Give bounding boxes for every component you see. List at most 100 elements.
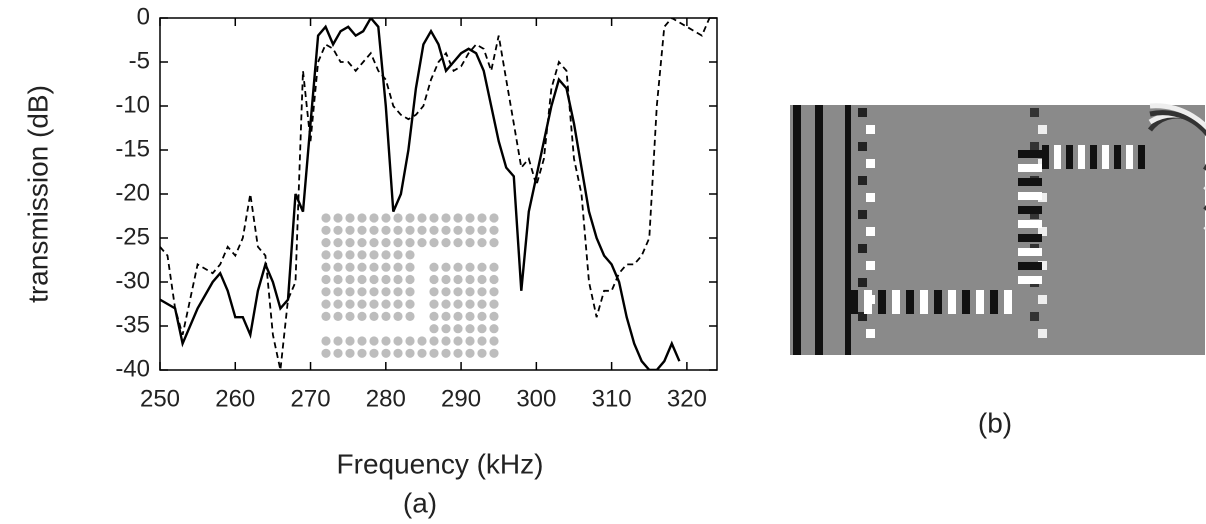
guided-wave xyxy=(1054,145,1061,169)
guided-wave xyxy=(1018,276,1042,284)
lattice-cell xyxy=(866,159,875,168)
lattice-cell xyxy=(1030,312,1039,321)
inset-dot xyxy=(393,238,403,248)
guided-wave xyxy=(976,290,984,314)
x-tick-label: 280 xyxy=(366,385,406,412)
inset-dot xyxy=(477,262,487,272)
inset-dot xyxy=(465,213,475,223)
inset-dot xyxy=(453,324,463,334)
inset-dot xyxy=(465,274,475,285)
inset-dot xyxy=(357,238,367,248)
inset-dot xyxy=(345,311,355,321)
x-axis-label: Frequency (kHz) xyxy=(337,448,544,479)
y-tick-label: -30 xyxy=(115,267,150,294)
inset-dot xyxy=(393,250,403,260)
inset-dot xyxy=(441,262,451,272)
inset-dot xyxy=(441,324,451,334)
inset-dot xyxy=(357,311,367,321)
inset-dot xyxy=(441,348,451,358)
inset-dot xyxy=(405,336,415,346)
inset-dot xyxy=(477,238,487,248)
guided-wave xyxy=(878,290,886,314)
lattice-cell xyxy=(866,125,875,134)
lattice-cell xyxy=(1038,227,1047,236)
inset-dot xyxy=(429,213,439,223)
inset-dot xyxy=(357,274,367,285)
guided-wave xyxy=(1018,220,1042,228)
lattice-cell xyxy=(1038,295,1047,304)
panel-label: (a) xyxy=(403,487,437,518)
inset-dot xyxy=(441,311,451,321)
inset-dot xyxy=(417,238,427,248)
inset-dot xyxy=(345,262,355,272)
inset-dot xyxy=(333,225,343,235)
inset-dot xyxy=(345,250,355,260)
inset-dot xyxy=(405,348,415,358)
lattice-cell xyxy=(866,261,875,270)
inset-dot xyxy=(345,225,355,235)
guided-wave xyxy=(1018,164,1042,172)
lattice-cell xyxy=(866,227,875,236)
inset-dot xyxy=(345,287,355,297)
inset-dot xyxy=(417,336,427,346)
inset-dot xyxy=(333,213,343,223)
inset-dot xyxy=(441,225,451,235)
inset-dot xyxy=(369,225,379,235)
inset-dot xyxy=(429,324,439,334)
image-background xyxy=(790,105,1205,355)
inset-dot xyxy=(321,287,331,297)
inset-dot xyxy=(405,225,415,235)
inset-dot xyxy=(393,213,403,223)
inset-dot xyxy=(453,299,463,309)
inset-dot xyxy=(465,238,475,248)
inset-dot xyxy=(465,311,475,321)
inset-dot xyxy=(477,336,487,346)
inset-dot xyxy=(429,274,439,285)
guided-wave xyxy=(934,290,942,314)
inset-dot xyxy=(429,336,439,346)
guided-wave xyxy=(948,290,956,314)
inset-dot xyxy=(453,311,463,321)
inset-dot xyxy=(357,348,367,358)
inset-dot xyxy=(381,311,391,321)
inset-dot xyxy=(333,262,343,272)
inset-dot xyxy=(321,336,331,346)
lattice-cell xyxy=(1038,193,1047,202)
inset-dot xyxy=(477,299,487,309)
y-tick-label: -5 xyxy=(129,47,150,74)
inset-dot xyxy=(369,250,379,260)
lattice-cell xyxy=(858,312,867,321)
inset-dot xyxy=(321,274,331,285)
inset-dot xyxy=(477,225,487,235)
inset-dot xyxy=(321,213,331,223)
inset-dot xyxy=(369,213,379,223)
inset-dot xyxy=(345,238,355,248)
inset-dot xyxy=(345,348,355,358)
inset-dot xyxy=(369,336,379,346)
guided-wave xyxy=(1042,145,1049,169)
x-tick-label: 310 xyxy=(592,385,632,412)
inset-dot xyxy=(357,250,367,260)
inset-dot xyxy=(381,213,391,223)
inset-dot xyxy=(393,225,403,235)
inset-dot xyxy=(417,348,427,358)
inset-dot xyxy=(441,238,451,248)
panel-label: (b) xyxy=(978,407,1012,438)
inset-dot xyxy=(489,262,499,272)
exit-wave xyxy=(1149,103,1206,232)
lattice-cell xyxy=(1030,142,1039,151)
y-tick-label: -15 xyxy=(115,135,150,162)
inset-dot xyxy=(489,324,499,334)
x-tick-label: 250 xyxy=(140,385,180,412)
inset-dot xyxy=(369,274,379,285)
inset-dot xyxy=(489,311,499,321)
inset-dot xyxy=(357,213,367,223)
inset-dot xyxy=(453,225,463,235)
guided-wave xyxy=(1018,234,1042,242)
inset-dot xyxy=(465,324,475,334)
inset-dot xyxy=(333,238,343,248)
guided-wave xyxy=(1018,178,1042,186)
guided-wave xyxy=(850,290,858,314)
inset-dot xyxy=(393,299,403,309)
inset-dot xyxy=(489,213,499,223)
